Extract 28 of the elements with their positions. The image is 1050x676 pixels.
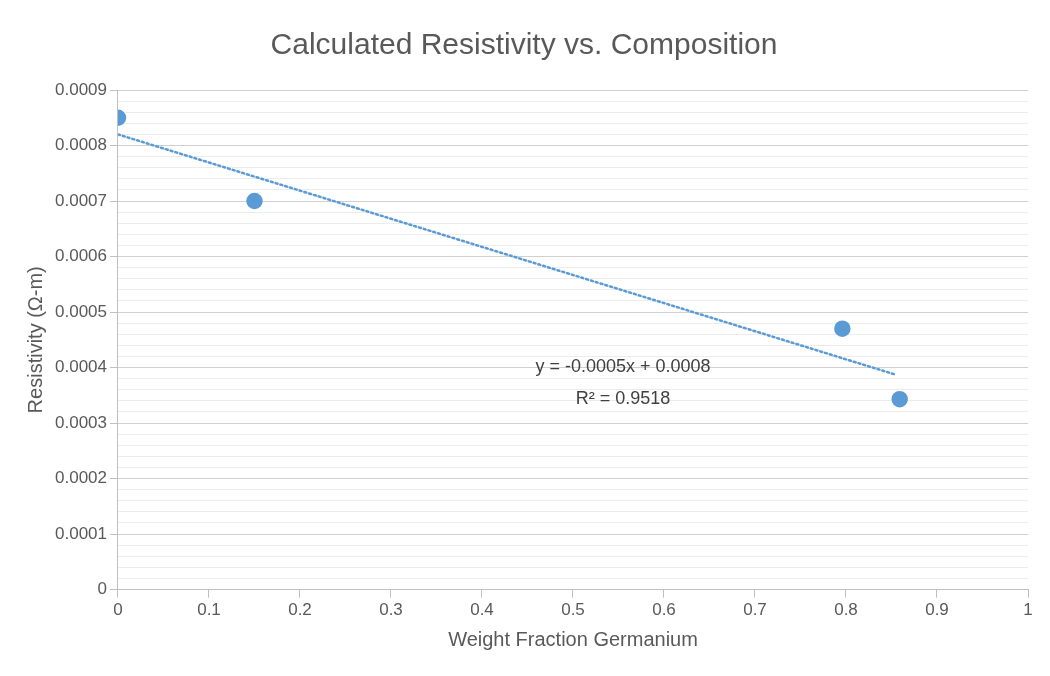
x-tick-label: 0.3 [379,600,403,620]
x-axis-title: Weight Fraction Germanium [448,627,698,650]
x-tick-label: 0.8 [834,600,858,620]
point [891,390,908,408]
y-tick-label: 0.0007 [55,190,107,210]
x-tick-label: 0.7 [743,600,767,620]
x-tick-label: 1 [1023,600,1033,620]
x-tick-label: 0.1 [197,600,221,620]
y-tick-label: 0 [97,579,107,599]
y-tick-label: 0.0008 [55,135,107,155]
y-tick-label: 0.0003 [55,412,107,432]
y-tick-label: 0.0009 [55,79,107,99]
chart-title: Calculated Resistivity vs. Composition [270,27,778,61]
y-tick-label: 0.0002 [55,468,107,488]
y-tick-label: 0.0006 [55,246,107,266]
x-tick-label: 0.5 [561,600,585,620]
x-tick-label: 0 [113,600,123,620]
y-tick-label: 0.0005 [55,301,107,321]
point [834,320,851,337]
y-tick-label: 0.0004 [55,357,107,377]
x-tick-label: 0.2 [288,600,312,620]
x-tick-label: 0.9 [925,600,949,620]
x-tick-label: 0.6 [652,600,676,620]
x-tick-label: 0.4 [470,600,494,620]
y-tick-label: 0.0001 [55,523,107,543]
y-axis-title: Resistivity (Ω-m) [23,266,46,414]
annotation: y = -0.0005x + 0.0008 [535,356,711,377]
annotation: R² = 0.9518 [575,388,671,409]
